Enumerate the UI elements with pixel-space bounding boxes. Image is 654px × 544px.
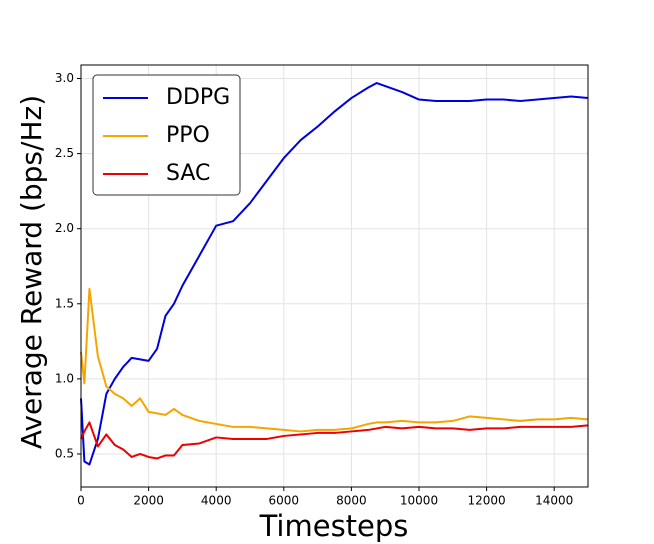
x-tick-label: 8000 — [336, 494, 367, 508]
y-tick-label: 3.0 — [55, 71, 74, 85]
legend-label: PPO — [166, 123, 210, 148]
y-tick-label: 1.0 — [55, 371, 74, 385]
x-axis-label: Timesteps — [259, 509, 409, 543]
legend-box — [92, 74, 241, 196]
y-tick-label: 2.0 — [55, 221, 74, 235]
x-tick-label: 10000 — [400, 494, 438, 508]
x-tick-label: 12000 — [468, 494, 506, 508]
x-tick-label: 2000 — [133, 494, 164, 508]
x-tick-label: 6000 — [269, 494, 300, 508]
x-tick-label: 0 — [77, 494, 85, 508]
y-tick-label: 2.5 — [55, 146, 74, 160]
x-tick-label: 14000 — [535, 494, 573, 508]
legend-label: DDPG — [166, 85, 230, 110]
line-series — [80, 287, 589, 433]
y-axis-label: Average Reward (bps/Hz) — [15, 95, 48, 449]
plot-frame — [80, 64, 589, 488]
y-tick-label: 0.5 — [55, 446, 74, 460]
x-tick-label: 4000 — [201, 494, 232, 508]
line-series — [80, 421, 589, 460]
y-tick-label: 1.5 — [55, 296, 74, 310]
line-series — [80, 82, 589, 466]
legend-label: SAC — [166, 161, 210, 186]
